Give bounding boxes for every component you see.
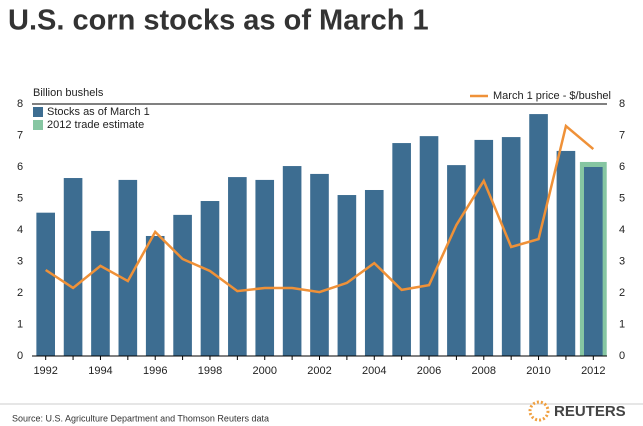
bar <box>145 235 165 356</box>
bar <box>63 178 83 356</box>
x-tick-label: 1994 <box>88 365 112 377</box>
y-tick-label: 7 <box>17 129 23 141</box>
y2-tick-label: 6 <box>619 161 625 173</box>
y2-tick-label: 8 <box>619 98 625 110</box>
bar <box>584 167 603 356</box>
legend-label: 2012 trade estimate <box>47 119 144 131</box>
legend-swatch <box>33 107 43 117</box>
y2-tick-label: 2 <box>619 287 625 299</box>
bar <box>91 230 110 356</box>
y-tick-label: 1 <box>17 318 23 330</box>
y2-tick-label: 0 <box>619 350 625 362</box>
x-tick-label: 2012 <box>581 365 605 377</box>
x-tick-label: 1998 <box>198 365 222 377</box>
x-tick-label: 2002 <box>307 365 331 377</box>
legend-label: March 1 price - $/bushel <box>493 90 611 102</box>
x-tick-label: 1992 <box>33 365 57 377</box>
y-tick-label: 5 <box>17 192 23 204</box>
x-tick-label: 1996 <box>143 365 167 377</box>
y-axis-label: Billion bushels <box>33 87 104 99</box>
bar <box>337 195 357 356</box>
chart-title: U.S. corn stocks as of March 1 <box>8 5 429 37</box>
legend-swatch <box>33 120 43 130</box>
bar <box>556 150 576 356</box>
bar <box>282 166 302 356</box>
bar <box>364 189 384 356</box>
y-tick-label: 3 <box>17 255 23 267</box>
bar <box>474 139 494 356</box>
x-tick-label: 2004 <box>362 365 386 377</box>
y-tick-label: 2 <box>17 287 23 299</box>
x-tick-label: 2006 <box>417 365 441 377</box>
bar <box>419 136 439 356</box>
price-line <box>45 123 595 294</box>
x-tick-label: 2000 <box>252 365 276 377</box>
y2-tick-label: 7 <box>619 129 625 141</box>
bar <box>36 212 55 356</box>
source: Source: U.S. Agriculture Department and … <box>12 413 269 423</box>
bar <box>173 214 192 356</box>
bar <box>118 179 138 356</box>
bar <box>255 179 275 356</box>
y-tick-label: 6 <box>17 161 23 173</box>
y-tick-label: 4 <box>17 224 23 236</box>
bar <box>310 173 329 356</box>
bar <box>228 177 247 356</box>
x-tick-label: 2010 <box>526 365 550 377</box>
y2-tick-label: 4 <box>619 224 625 236</box>
logo-mark <box>528 400 550 422</box>
bar <box>200 201 220 356</box>
brand: REUTERS <box>554 403 626 420</box>
y2-tick-label: 5 <box>619 192 625 204</box>
legend-label: Stocks as of March 1 <box>47 106 150 118</box>
bar <box>447 165 466 356</box>
x-tick-label: 2008 <box>472 365 496 377</box>
y2-tick-label: 3 <box>619 255 625 267</box>
y-tick-label: 0 <box>17 350 23 362</box>
y-tick-label: 8 <box>17 98 23 110</box>
bar <box>392 143 411 356</box>
y2-tick-label: 1 <box>619 318 625 330</box>
